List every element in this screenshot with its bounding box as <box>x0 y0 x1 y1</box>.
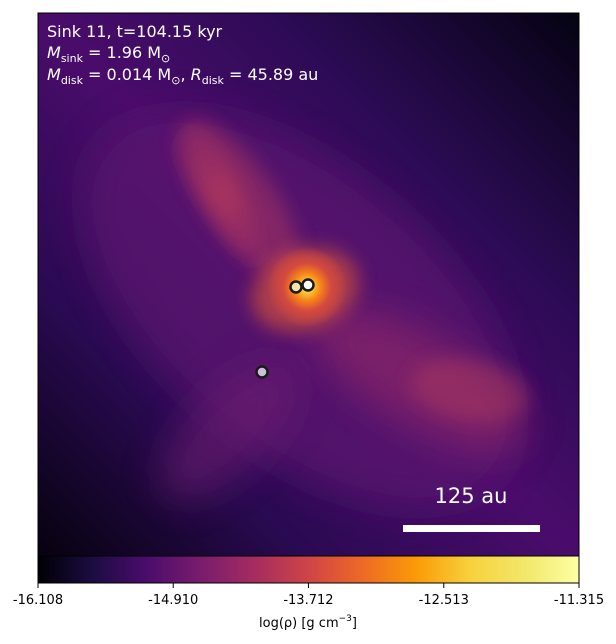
colorbar-tick-label-4: -11.315 <box>554 593 604 608</box>
lower-left-stream <box>160 360 300 500</box>
colorbar-tick-label-2: -13.712 <box>283 593 333 608</box>
annotation-comma: , <box>180 65 190 84</box>
annotation-line1: Sink 11, t=104.15 kyr <box>47 22 223 41</box>
colorbar-tick-label-1: -14.910 <box>148 593 198 608</box>
sink-b <box>301 278 315 292</box>
sink-mass-symbol: M <box>47 43 61 62</box>
lower-arm-glow-2 <box>410 358 530 422</box>
sink-mass-subscript: sink <box>61 52 84 65</box>
scale-bar-label: 125 au <box>435 484 508 508</box>
colorbar-tick-label-3: -12.513 <box>419 593 469 608</box>
sink-c <box>255 365 269 379</box>
colorbar-label-close: ] <box>352 616 357 631</box>
disk-mass-symbol: M <box>47 65 61 84</box>
annotation-line2: Msink = 1.96 M⊙ <box>47 43 170 65</box>
annotation-line3: Mdisk = 0.014 M⊙, Rdisk = 45.89 au <box>47 65 318 87</box>
colorbar-tick-label-0: -16.108 <box>13 593 63 608</box>
disk-mass-subscript: disk <box>61 74 84 87</box>
disk-radius-symbol: R <box>191 65 202 84</box>
disk-mass-sun: ⊙ <box>171 74 180 87</box>
disk-mass-value: = 0.014 M <box>83 65 171 84</box>
scale-bar <box>403 525 540 532</box>
colorbar-label-base: log(ρ) [g cm <box>259 616 339 631</box>
colorbar-label-exp: −3 <box>339 614 352 624</box>
disk-radius-subscript: disk <box>202 74 225 87</box>
sink-mass-value: = 1.96 M <box>83 43 161 62</box>
colorbar: -16.108 -14.910 -13.712 -12.513 -11.315 log(… <box>13 555 604 631</box>
colorbar-label: log(ρ) [g cm−3] <box>259 614 357 631</box>
colorbar-ticks: -16.108 -14.910 -13.712 -12.513 -11.315 <box>13 583 604 608</box>
density-map: Sink 11, t=104.15 kyr Msink = 1.96 M⊙ Md… <box>38 13 579 556</box>
colorbar-gradient <box>37 555 580 584</box>
sink-a <box>289 280 303 294</box>
sink-mass-sun: ⊙ <box>161 52 170 65</box>
upper-arm-glow <box>178 119 302 281</box>
disk-radius-value: = 45.89 au <box>224 65 318 84</box>
